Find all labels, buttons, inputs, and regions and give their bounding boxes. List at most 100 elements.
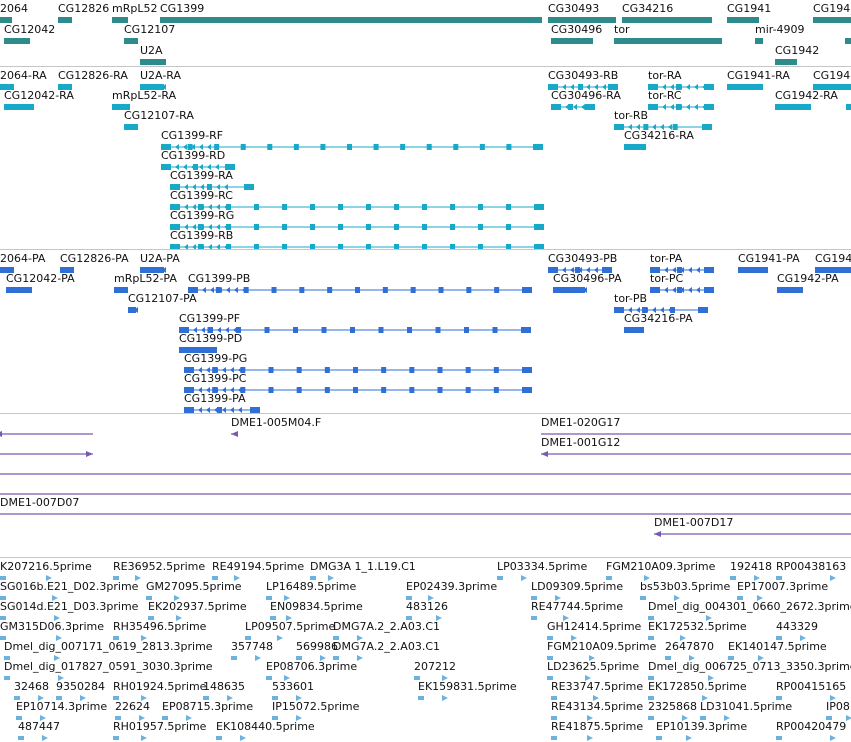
est-feature[interactable] [231,655,261,661]
gene-feature[interactable] [58,17,72,23]
est-feature[interactable] [648,715,688,721]
protein-feature-label[interactable]: CG12107-PA [128,292,197,305]
protein-feature[interactable] [60,267,74,273]
est-feature[interactable] [272,695,302,701]
est-feature[interactable] [56,695,86,701]
est-feature-label[interactable]: 443329 [776,620,818,633]
est-feature-label[interactable]: 192418 [730,560,772,573]
est-feature-label[interactable]: RH01924.5prime [113,680,207,693]
est-feature-label[interactable]: LP16489.5prime [266,580,357,593]
gene-feature[interactable] [727,17,759,23]
protein-feature[interactable] [624,327,644,333]
est-feature-label[interactable]: SG016b.E21_D02.3prime [0,580,139,593]
protein-feature[interactable] [128,307,138,313]
est-feature[interactable] [113,575,141,581]
est-feature[interactable] [648,695,708,701]
protein-feature-label[interactable]: CG1399-PC [184,372,247,385]
protein-feature-label[interactable]: CG1399-PB [188,272,251,285]
gene-feature-label[interactable]: tor [614,23,630,36]
est-feature-label[interactable]: RE43134.5prime [551,700,644,713]
est-feature[interactable] [148,615,182,621]
protein-feature[interactable] [548,267,612,273]
protein-feature-label[interactable]: mRpL52-PA [114,272,177,285]
transcript-feature-label[interactable]: CG30496-RA [551,89,621,102]
protein-feature[interactable] [650,287,714,293]
gene-feature[interactable] [775,59,797,65]
est-feature-label[interactable]: RH01957.5prime [113,720,207,733]
est-feature[interactable] [0,615,60,621]
transcript-feature-label[interactable]: CG1399-RD [161,149,226,162]
gene-feature-label[interactable]: CG1399 [160,2,205,15]
gene-feature-label[interactable]: mRpL52 [112,2,158,15]
est-feature-label[interactable]: IP15072.5prime [272,700,360,713]
est-feature[interactable] [776,735,836,741]
protein-feature[interactable] [179,347,217,353]
est-feature-label[interactable]: EP08715.3prime [162,700,254,713]
gene-feature-label[interactable]: mir-4909 [755,23,805,36]
est-feature-label[interactable]: RE47744.5prime [531,600,624,613]
clone-feature-label[interactable]: DME1-007D07 [0,496,80,509]
est-feature-label[interactable]: LD09309.5prime [531,580,624,593]
est-feature[interactable] [730,575,760,581]
est-feature[interactable] [113,695,147,701]
est-feature-label[interactable]: RE49194.5prime [212,560,305,573]
gene-feature-label[interactable]: CG12107 [124,23,176,36]
est-feature[interactable] [310,575,334,581]
gene-feature-label[interactable]: CG12826 [58,2,110,15]
transcript-feature[interactable] [624,144,646,150]
est-feature[interactable] [0,595,58,601]
gene-feature-label[interactable]: 2064 [0,2,28,15]
transcript-feature-label[interactable]: CG1399-RF [161,129,224,142]
est-feature-label[interactable]: LP03334.5prime [497,560,588,573]
transcript-feature[interactable] [4,104,34,110]
est-feature[interactable] [333,655,363,661]
protein-feature[interactable] [815,267,851,273]
protein-feature-label[interactable]: U2A-PA [140,252,180,265]
transcript-feature[interactable] [170,244,544,249]
est-feature[interactable] [728,655,764,661]
est-feature-label[interactable]: Dmel_dig_004301_0660_2672.3prime [648,600,851,613]
est-feature-label[interactable]: 2325868 [648,700,697,713]
est-feature[interactable] [406,615,442,621]
est-feature[interactable] [266,675,290,681]
gene-feature-label[interactable]: CG30496 [551,23,603,36]
gene-feature-label[interactable]: CG34216 [622,2,674,15]
transcript-feature[interactable] [161,144,543,150]
protein-feature-label[interactable]: CG1399-PG [184,352,248,365]
est-feature[interactable] [203,695,233,701]
gene-feature[interactable] [112,17,128,23]
gene-track[interactable]: 2064 CG12826 mRpL52 CG1399 CG30493 CG34216 CG1… [0,0,851,66]
est-feature[interactable] [640,595,680,601]
est-feature[interactable] [270,615,292,621]
est-feature[interactable] [4,675,64,681]
est-feature-label[interactable]: RE33747.5prime [551,680,644,693]
gene-feature-label[interactable]: CG12042 [4,23,56,36]
est-feature[interactable] [162,715,192,721]
transcript-feature[interactable] [727,84,763,90]
est-feature-label[interactable]: RH35496.5prime [113,620,207,633]
protein-track[interactable]: 2064-PA CG12826-PA U2A-PA CG30493-PB tor-PA C… [0,250,851,413]
gene-feature[interactable] [140,59,166,65]
est-feature-label[interactable]: EK108440.5prime [216,720,315,733]
est-feature-label[interactable]: 32468 [14,680,49,693]
est-feature[interactable] [113,735,147,741]
transcript-feature-label[interactable]: tor-RC [648,89,682,102]
est-feature-label[interactable]: FGM210A09.5prime [547,640,657,653]
gene-feature[interactable] [813,17,851,23]
protein-feature[interactable] [140,267,166,273]
protein-feature-label[interactable]: CG194 [815,252,851,265]
est-feature[interactable] [531,595,561,601]
est-feature-label[interactable]: 569986 [296,640,338,653]
protein-feature-label[interactable]: CG12826-PA [60,252,129,265]
transcript-feature[interactable] [140,84,166,90]
est-feature[interactable] [665,655,695,661]
protein-feature-label[interactable]: CG1941-PA [738,252,800,265]
protein-feature-label[interactable]: CG12042-PA [6,272,75,285]
protein-feature-label[interactable]: CG1942-PA [777,272,839,285]
est-feature-label[interactable]: 22624 [115,700,150,713]
transcript-feature[interactable] [170,224,544,230]
gene-feature[interactable] [160,17,542,23]
est-feature-label[interactable]: 487447 [18,720,60,733]
est-feature[interactable] [146,595,180,601]
